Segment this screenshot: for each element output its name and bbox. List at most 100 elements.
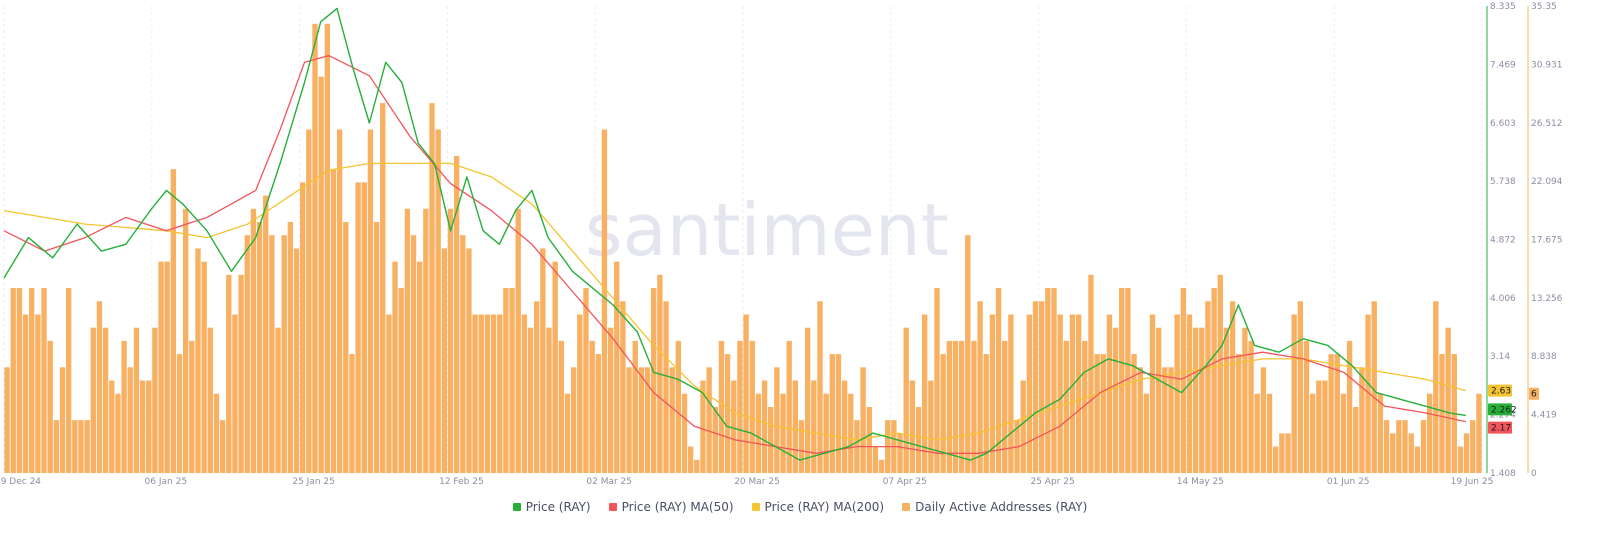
daa-bar (1002, 340, 1008, 473)
daa-bar (583, 288, 589, 473)
daa-bar (109, 380, 115, 473)
daa-bar (213, 393, 220, 473)
daa-bar (780, 393, 786, 473)
daa-bar (53, 420, 60, 473)
daa-bar (749, 340, 755, 473)
daa-bar (620, 301, 626, 473)
daa-bar (804, 327, 811, 473)
daa-bar (410, 235, 417, 473)
daa-bar (626, 367, 632, 473)
daa-bar (300, 182, 306, 473)
daa-bar (1112, 327, 1119, 473)
daa-bar (768, 406, 774, 473)
daa-bar (1063, 340, 1069, 473)
daa-value-badge: 6 (1531, 390, 1537, 400)
daa-bar (90, 327, 96, 473)
daa-bar (330, 169, 337, 473)
daa-bar (940, 354, 946, 473)
daa-bar (897, 433, 903, 473)
legend-ma200[interactable]: Price (RAY) MA(200) (751, 500, 885, 514)
y-right-tick-label: 30.931 (1531, 60, 1563, 70)
daa-bar (1371, 301, 1377, 473)
daa-bar (1390, 433, 1396, 473)
daa-bar (250, 208, 257, 473)
legend-daa-swatch (902, 503, 911, 511)
daa-bar (1045, 288, 1051, 473)
daa-bar (1162, 367, 1168, 473)
daa-bar (934, 288, 940, 473)
daa-bar (607, 327, 614, 473)
daa-bar (743, 314, 749, 473)
y-left-tick-label: 5.738 (1490, 177, 1516, 187)
daa-bar (792, 380, 799, 473)
daa-bar (16, 288, 23, 473)
daa-bar (306, 129, 312, 473)
daa-bar (1174, 314, 1180, 473)
daa-bar (1125, 288, 1131, 473)
daa-bar (903, 327, 909, 473)
daa-bar (1470, 420, 1476, 473)
legend-ma50[interactable]: Price (RAY) MA(50) (608, 500, 734, 514)
legend-price[interactable]: Price (RAY) (512, 500, 591, 514)
daa-bar (755, 393, 762, 473)
daa-bar (509, 288, 515, 473)
daa-bar (1143, 393, 1150, 473)
daa-bar (552, 261, 558, 473)
y-right-tick-label: 4.419 (1531, 411, 1557, 421)
daa-bar (866, 406, 872, 473)
daa-bar (546, 327, 552, 473)
daa-bar (872, 446, 879, 473)
daa-bar (724, 354, 731, 473)
daa-bar (497, 314, 503, 473)
daa-bar (737, 340, 743, 473)
legend-price-swatch (512, 503, 521, 511)
daa-bar (786, 340, 792, 473)
daa-bar (1353, 406, 1359, 473)
daa-bar (1309, 393, 1316, 473)
daa-bar (176, 354, 183, 473)
daa-bar (1008, 314, 1014, 473)
y-left-tick-label: 6.603 (1490, 119, 1516, 129)
daa-bar (219, 420, 226, 473)
daa-bar (380, 103, 386, 474)
daa-bar (1211, 288, 1217, 473)
daa-bar (1279, 433, 1285, 473)
daa-bar (1322, 380, 1328, 473)
daa-bar (195, 248, 201, 473)
daa-bar (392, 261, 398, 473)
daa-bar (275, 327, 281, 473)
daa-bar (1192, 327, 1199, 473)
daa-bar (681, 393, 688, 473)
legend-daa[interactable]: Daily Active Addresses (RAY) (902, 500, 1087, 514)
daa-bar (102, 327, 109, 473)
y-left-tick-label: 7.469 (1490, 60, 1516, 70)
daa-bar (1334, 354, 1340, 473)
daa-bar (774, 367, 780, 473)
daa-bar (139, 380, 146, 473)
x-tick-label: 14 May 25 (1177, 477, 1224, 487)
daa-bar (1100, 354, 1106, 473)
daa-bar (1346, 340, 1353, 473)
y-right-tick-label: 35.35 (1531, 2, 1557, 12)
daa-bar (1168, 367, 1174, 473)
daa-bar (269, 235, 275, 473)
daa-bar (503, 288, 509, 473)
daa-bar (1377, 393, 1384, 473)
daa-bar (1457, 446, 1464, 473)
daa-bar (527, 327, 534, 473)
daa-bar (915, 406, 922, 473)
daa-bar (1137, 367, 1143, 473)
daa-bar (1291, 314, 1297, 473)
daa-value-badge-bg (1529, 387, 1539, 400)
daa-bar (47, 340, 53, 473)
daa-bar (1260, 367, 1267, 473)
daa-bar (41, 288, 47, 473)
daa-bar (115, 393, 121, 473)
daa-bar (848, 393, 854, 473)
daa-bar (1396, 420, 1402, 473)
daa-bar (706, 367, 712, 473)
legend-ma200-label: Price (RAY) MA(200) (764, 500, 885, 514)
daa-bar (158, 261, 164, 473)
daa-bar (1032, 301, 1039, 473)
